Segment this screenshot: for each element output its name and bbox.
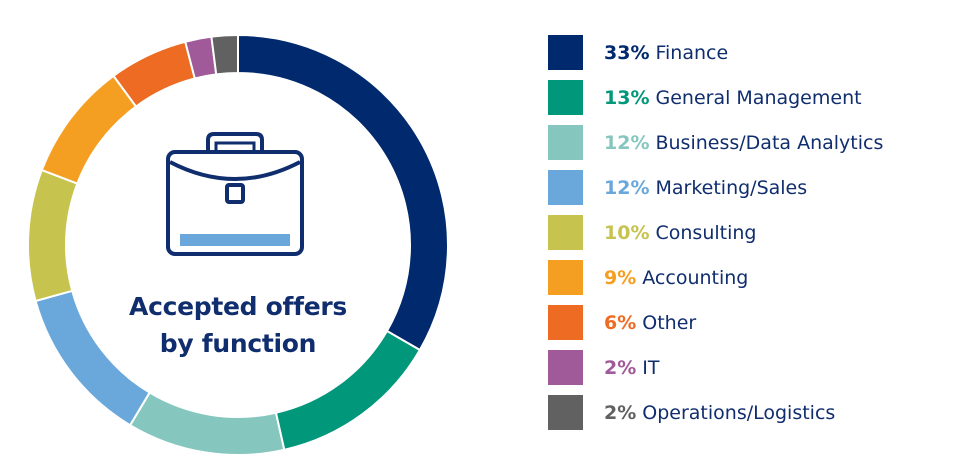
- legend-item-business-data-analytics: 12% Business/Data Analytics: [548, 125, 963, 170]
- legend-label: Accounting: [642, 267, 749, 289]
- donut-slice-operations-logistics: [210, 33, 239, 76]
- donut-slice-business-data-analytics: [128, 391, 286, 456]
- legend-percent: 33%: [604, 42, 650, 64]
- legend-item-consulting: 10% Consulting: [548, 215, 963, 260]
- donut-slice-consulting: [27, 168, 79, 303]
- legend-item-accounting: 9% Accounting: [548, 260, 963, 305]
- legend-label: IT: [642, 357, 660, 379]
- legend: 33% Finance 13% General Management 12% Busi…: [548, 35, 963, 440]
- center-title: Accepted offers by function: [118, 288, 358, 362]
- legend-percent: 12%: [604, 132, 650, 154]
- legend-swatch: [548, 305, 583, 340]
- legend-swatch: [548, 215, 583, 250]
- legend-label: Other: [642, 312, 697, 334]
- legend-swatch: [548, 80, 583, 115]
- center-title-line-2: by function: [159, 329, 317, 358]
- legend-percent: 9%: [604, 267, 637, 289]
- legend-label: Business/Data Analytics: [655, 132, 884, 154]
- briefcase-icon: [166, 132, 304, 256]
- legend-percent: 2%: [604, 357, 637, 379]
- legend-item-operations-logistics: 2% Operations/Logistics: [548, 395, 963, 440]
- legend-item-general-management: 13% General Management: [548, 80, 963, 125]
- legend-swatch: [548, 260, 583, 295]
- legend-percent: 6%: [604, 312, 637, 334]
- legend-percent: 2%: [604, 402, 637, 424]
- donut-svg: [27, 33, 449, 456]
- legend-label: Consulting: [655, 222, 757, 244]
- legend-swatch: [548, 125, 583, 160]
- legend-percent: 13%: [604, 87, 650, 109]
- legend-swatch: [548, 170, 583, 205]
- legend-label: Finance: [655, 42, 729, 64]
- legend-percent: 12%: [604, 177, 650, 199]
- donut-slice-accounting: [40, 74, 138, 185]
- legend-item-it: 2% IT: [548, 350, 963, 395]
- donut-chart: Accepted offers by function: [27, 33, 449, 456]
- legend-item-finance: 33% Finance: [548, 35, 963, 80]
- legend-percent: 10%: [604, 222, 650, 244]
- legend-label: Marketing/Sales: [655, 177, 808, 199]
- legend-item-other: 6% Other: [548, 305, 963, 350]
- legend-label: General Management: [655, 87, 862, 109]
- legend-swatch: [548, 350, 583, 385]
- legend-swatch: [548, 395, 583, 430]
- legend-label: Operations/Logistics: [642, 402, 836, 424]
- legend-swatch: [548, 35, 583, 70]
- legend-item-marketing-sales: 12% Marketing/Sales: [548, 170, 963, 215]
- center-title-line-1: Accepted offers: [129, 292, 347, 321]
